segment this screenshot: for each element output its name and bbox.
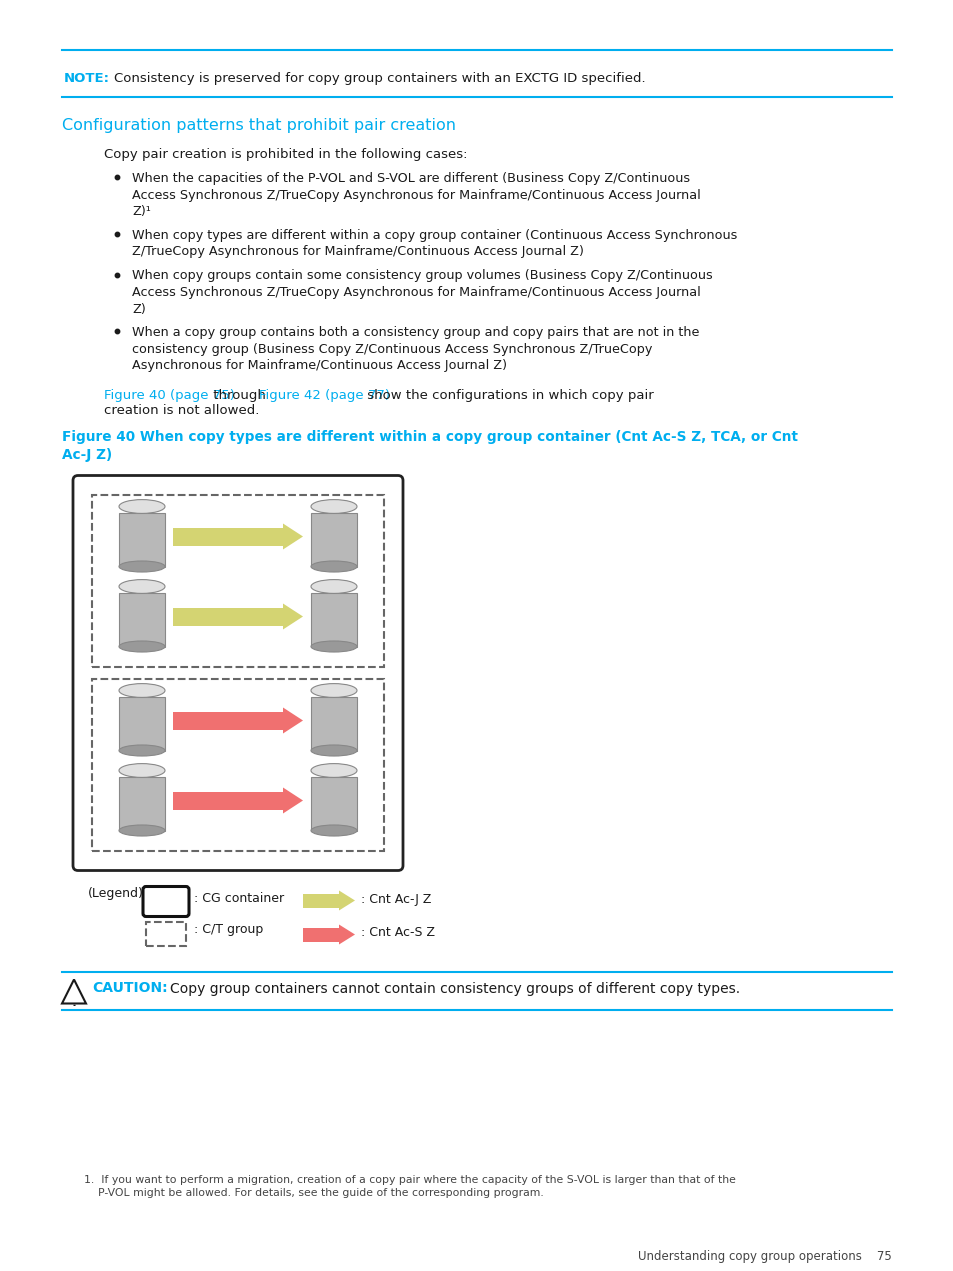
Ellipse shape bbox=[311, 825, 356, 836]
Text: Consistency is preserved for copy group containers with an EXCTG ID specified.: Consistency is preserved for copy group … bbox=[113, 72, 645, 85]
Bar bbox=[172, 527, 283, 545]
Ellipse shape bbox=[119, 580, 165, 594]
Polygon shape bbox=[283, 708, 303, 733]
Bar bbox=[303, 894, 338, 907]
Text: Figure 40 When copy types are different within a copy group container (Cnt Ac-S : Figure 40 When copy types are different … bbox=[62, 431, 797, 463]
Ellipse shape bbox=[119, 745, 165, 756]
Text: Copy pair creation is prohibited in the following cases:: Copy pair creation is prohibited in the … bbox=[104, 147, 467, 161]
Polygon shape bbox=[283, 604, 303, 629]
Bar bbox=[311, 594, 356, 647]
FancyBboxPatch shape bbox=[143, 886, 189, 916]
Polygon shape bbox=[338, 924, 355, 944]
Polygon shape bbox=[338, 891, 355, 910]
Text: (Legend): (Legend) bbox=[88, 887, 144, 900]
Text: When copy groups contain some consistency group volumes (Business Copy Z/Continu: When copy groups contain some consistenc… bbox=[132, 269, 712, 315]
Text: NOTE:: NOTE: bbox=[64, 72, 110, 85]
Text: through: through bbox=[209, 389, 270, 402]
Text: creation is not allowed.: creation is not allowed. bbox=[104, 404, 259, 417]
Ellipse shape bbox=[311, 745, 356, 756]
Bar bbox=[119, 698, 165, 750]
FancyBboxPatch shape bbox=[146, 921, 186, 946]
Bar bbox=[119, 778, 165, 830]
Text: : C/T group: : C/T group bbox=[193, 924, 263, 937]
Polygon shape bbox=[283, 524, 303, 549]
Text: Figure 42 (page 77): Figure 42 (page 77) bbox=[258, 389, 389, 402]
Text: !: ! bbox=[71, 998, 76, 1008]
Text: CAUTION:: CAUTION: bbox=[91, 981, 168, 995]
FancyBboxPatch shape bbox=[91, 679, 384, 850]
Text: Copy group containers cannot contain consistency groups of different copy types.: Copy group containers cannot contain con… bbox=[170, 981, 740, 995]
Bar bbox=[311, 778, 356, 830]
Text: : CG container: : CG container bbox=[193, 891, 284, 905]
Text: When copy types are different within a copy group container (Continuous Access S: When copy types are different within a c… bbox=[132, 229, 737, 258]
Text: show the configurations in which copy pair: show the configurations in which copy pa… bbox=[363, 389, 654, 402]
Text: : Cnt Ac-J Z: : Cnt Ac-J Z bbox=[360, 892, 431, 905]
Polygon shape bbox=[283, 788, 303, 813]
Ellipse shape bbox=[119, 764, 165, 778]
Text: When a copy group contains both a consistency group and copy pairs that are not : When a copy group contains both a consis… bbox=[132, 325, 699, 372]
Bar bbox=[172, 608, 283, 625]
Ellipse shape bbox=[311, 561, 356, 572]
Ellipse shape bbox=[311, 500, 356, 513]
FancyBboxPatch shape bbox=[91, 494, 384, 666]
Bar bbox=[172, 792, 283, 810]
Text: : Cnt Ac-S Z: : Cnt Ac-S Z bbox=[360, 927, 435, 939]
Bar bbox=[311, 698, 356, 750]
Polygon shape bbox=[62, 980, 86, 1004]
Bar bbox=[172, 712, 283, 730]
Text: Configuration patterns that prohibit pair creation: Configuration patterns that prohibit pai… bbox=[62, 118, 456, 133]
Bar bbox=[311, 513, 356, 567]
Ellipse shape bbox=[311, 684, 356, 698]
Ellipse shape bbox=[119, 561, 165, 572]
Bar bbox=[119, 594, 165, 647]
Text: 1.  If you want to perform a migration, creation of a copy pair where the capaci: 1. If you want to perform a migration, c… bbox=[84, 1174, 735, 1199]
Ellipse shape bbox=[311, 641, 356, 652]
Text: Understanding copy group operations    75: Understanding copy group operations 75 bbox=[638, 1249, 891, 1263]
Ellipse shape bbox=[119, 825, 165, 836]
Bar bbox=[119, 513, 165, 567]
Ellipse shape bbox=[119, 684, 165, 698]
Text: Figure 40 (page 75): Figure 40 (page 75) bbox=[104, 389, 234, 402]
Text: When the capacities of the P-VOL and S-VOL are different (Business Copy Z/Contin: When the capacities of the P-VOL and S-V… bbox=[132, 172, 700, 219]
FancyBboxPatch shape bbox=[73, 475, 402, 871]
Ellipse shape bbox=[311, 764, 356, 778]
Ellipse shape bbox=[119, 641, 165, 652]
Ellipse shape bbox=[311, 580, 356, 594]
Bar bbox=[303, 928, 338, 942]
Ellipse shape bbox=[119, 500, 165, 513]
